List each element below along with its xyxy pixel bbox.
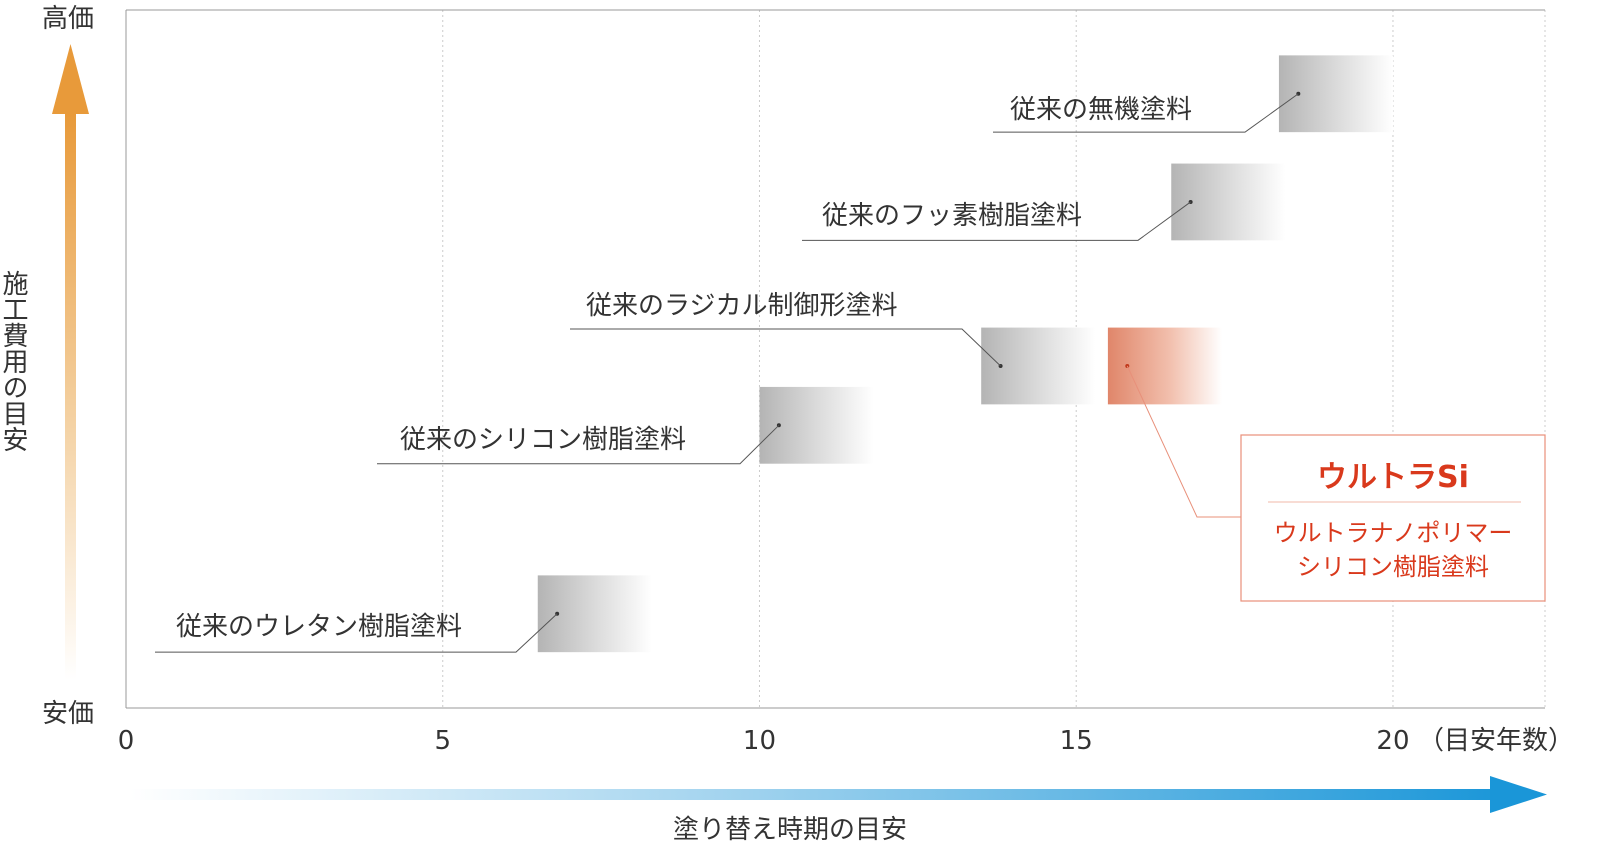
range-bar-5 (1107, 327, 1222, 405)
y-axis-bottom-label: 安価 (42, 699, 94, 729)
x-tick-label-20: 20 (1376, 726, 1409, 756)
series-label-0: 従来のウレタン樹脂塗料 (176, 612, 462, 642)
highlight-subtitle-2: シリコン樹脂塗料 (1297, 553, 1489, 581)
x-axis-label: 塗り替え時期の目安 (673, 815, 907, 845)
leader-line-0 (155, 613, 558, 653)
highlight-callout: ウルトラSi ウルトラナノポリマー シリコン樹脂塗料 (1240, 434, 1546, 602)
leader-line-1 (377, 424, 780, 465)
series-label-4: 従来の無機塗料 (1010, 95, 1192, 125)
x-axis-unit-label: （目安年数） (1418, 726, 1574, 756)
labels-layer: 従来のウレタン樹脂塗料 従来のシリコン樹脂塗料 従来のラジカル制御形塗料 従来のフッ素… (155, 93, 1299, 653)
range-bar-1 (759, 386, 874, 464)
x-axis-arrowhead (1490, 776, 1547, 813)
highlight-title: ウルトラSi (1317, 460, 1469, 495)
highlight-box (1240, 434, 1546, 602)
range-bar-3 (1171, 163, 1286, 241)
x-tick-label-15: 15 (1060, 726, 1093, 756)
y-axis-arrowhead (52, 44, 89, 114)
axes-layer (125, 9, 1545, 709)
range-bar-0 (537, 575, 652, 653)
x-tick-label-0: 0 (118, 726, 135, 756)
ticks-layer: 0 5 10 15 20 (118, 726, 1410, 756)
highlight-subtitle-1: ウルトラナノポリマー (1274, 519, 1513, 547)
range-bar-4 (1278, 55, 1393, 133)
highlight-leader-line (1126, 365, 1241, 518)
x-axis-arrow (130, 789, 1510, 800)
series-label-3: 従来のフッ素樹脂塗料 (822, 201, 1082, 231)
range-bar-2 (981, 327, 1096, 405)
leader-line-4 (993, 93, 1299, 133)
leader-line-3 (802, 201, 1191, 241)
y-axis-label: 施工費用の目安 (0, 270, 28, 452)
x-tick-label-10: 10 (743, 726, 776, 756)
series-label-1: 従来のシリコン樹脂塗料 (400, 425, 686, 455)
x-tick-label-5: 5 (434, 726, 451, 756)
y-axis-top-label: 高価 (42, 4, 94, 34)
y-axis-arrow (65, 113, 76, 680)
bars-layer (537, 55, 1393, 653)
series-label-2: 従来のラジカル制御形塗料 (586, 291, 897, 321)
leader-line-2 (570, 328, 1001, 367)
